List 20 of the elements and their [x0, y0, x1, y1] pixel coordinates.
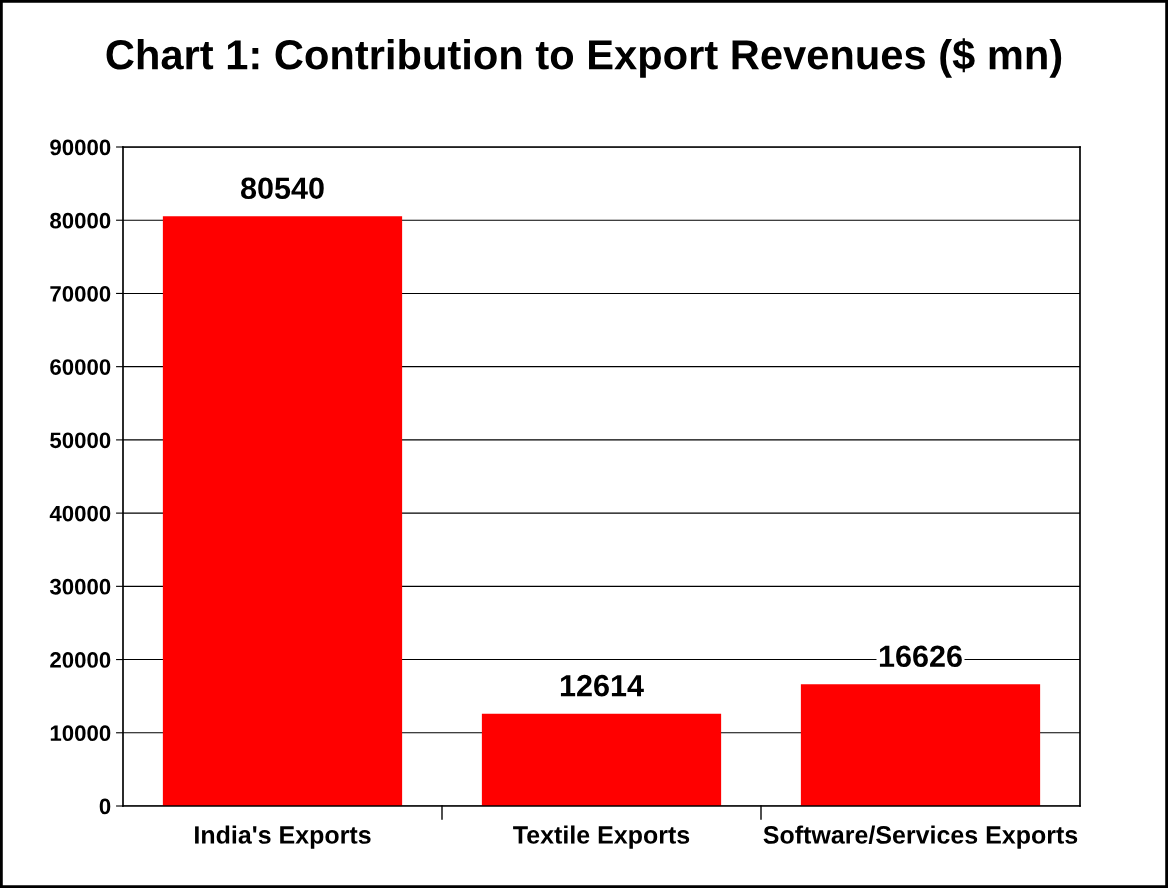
y-tick-label: 80000 — [50, 212, 111, 229]
y-tick-label: 30000 — [49, 578, 111, 595]
data-label: 12614 — [560, 674, 644, 697]
bar — [481, 713, 722, 806]
y-tick-label: 60000 — [50, 359, 111, 375]
y-tick-label: 10000 — [50, 725, 111, 742]
x-tick-label: India's Exports — [195, 825, 371, 849]
bar — [800, 684, 1041, 806]
y-tick-label: 20000 — [50, 652, 111, 668]
y-tick-label: 70000 — [50, 285, 111, 302]
data-label: 16626 — [879, 645, 962, 668]
bar — [162, 216, 403, 806]
x-tick-label: Software/Services Exports — [763, 825, 1078, 849]
x-tick-label: Textile Exports — [513, 825, 690, 849]
chart-title: Chart 1: Contribution to Export Revenues ($ mn) — [106, 38, 1062, 78]
y-tick-label: 90000 — [50, 139, 111, 156]
y-tick-label: 40000 — [49, 505, 111, 522]
data-label: 80540 — [240, 177, 324, 200]
y-tick-label: 50000 — [50, 432, 111, 449]
y-tick-label: 0 — [99, 798, 111, 815]
